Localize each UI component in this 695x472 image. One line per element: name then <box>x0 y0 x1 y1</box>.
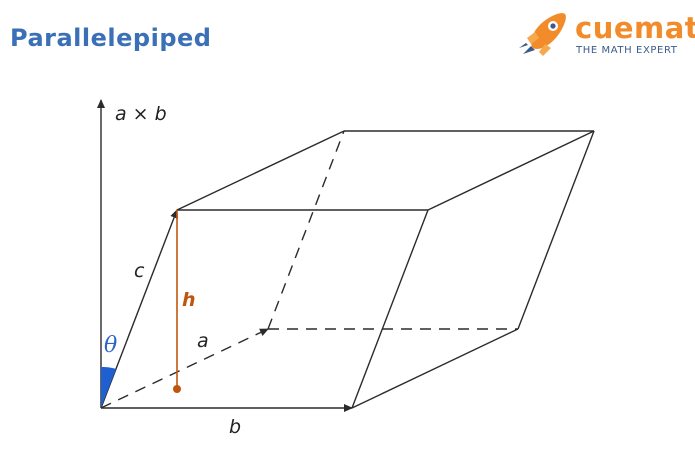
edge-back-right <box>517 130 595 330</box>
vector-a <box>100 328 269 409</box>
edge-top-left <box>176 130 345 211</box>
edge-top-right <box>427 130 595 211</box>
label-theta: θ <box>104 333 117 358</box>
label-h: h <box>182 289 196 311</box>
label-c: c <box>134 260 145 282</box>
logo-tagline: THE MATH EXPERT <box>576 45 678 56</box>
edge-front-right <box>351 209 429 409</box>
page-title: Parallelepiped <box>10 24 212 52</box>
edge-bottom-right <box>351 328 519 409</box>
height-foot-point <box>173 385 181 393</box>
rocket-icon <box>519 13 566 56</box>
hidden-edge-vertical-back <box>267 130 345 330</box>
label-b: b <box>229 416 241 438</box>
label-a-cross-b: a × b <box>115 103 167 125</box>
theta-angle-wedge <box>101 366 116 408</box>
cuemath-logo: cuemath THE MATH EXPERT <box>513 8 695 60</box>
label-a: a <box>197 330 209 352</box>
logo-wordmark: cuemath <box>575 11 695 45</box>
